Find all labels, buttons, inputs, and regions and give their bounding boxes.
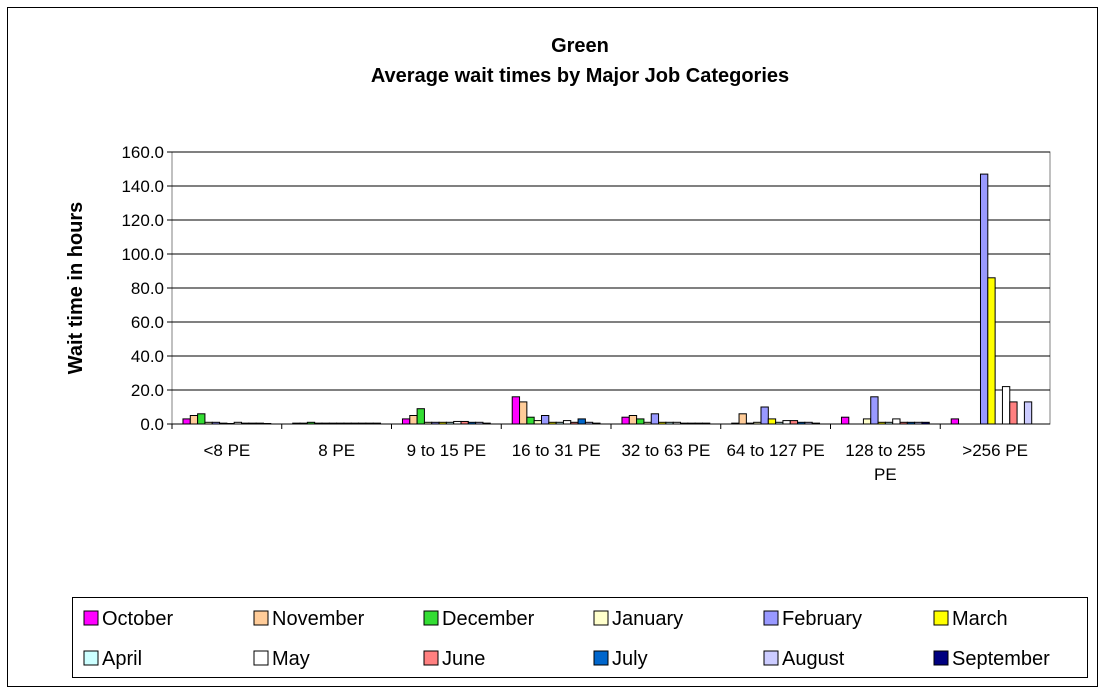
bar: [526, 416, 535, 425]
x-tick-label: 16 to 31 PE: [512, 441, 601, 460]
legend-swatch: [423, 610, 439, 626]
bar: [540, 415, 550, 425]
legend-label: January: [612, 608, 683, 630]
legend-swatch: [83, 610, 99, 626]
bar: [782, 420, 791, 425]
bar: [650, 413, 660, 425]
y-tick-label: 160.0: [121, 143, 164, 162]
bar: [416, 408, 425, 425]
bar: [401, 418, 411, 425]
legend-swatch: [83, 650, 99, 666]
y-tick-label: 100.0: [121, 245, 164, 264]
legend-label: August: [782, 648, 845, 670]
legend-swatch: [933, 650, 949, 666]
legend-swatch: [763, 650, 779, 666]
bar: [189, 415, 199, 425]
legend-label: September: [952, 648, 1050, 670]
bar: [409, 415, 418, 425]
bar: [767, 418, 777, 425]
bar: [533, 420, 542, 425]
bar: [636, 418, 645, 425]
legend-label: November: [272, 608, 365, 630]
bar: [577, 418, 586, 425]
x-tick-label: 32 to 63 PE: [621, 441, 710, 460]
legend-label: December: [442, 608, 535, 630]
x-tick-label: >256 PE: [962, 441, 1028, 460]
bar: [862, 418, 872, 425]
x-tick-label: 9 to 15 PE: [407, 441, 486, 460]
legend-label: April: [102, 648, 142, 670]
bar: [987, 277, 996, 425]
bar: [892, 418, 901, 425]
bar: [789, 420, 799, 425]
x-tick-label: 128 to 255 PE: [845, 441, 925, 484]
bar: [621, 416, 630, 425]
y-tick-label: 40.0: [131, 347, 164, 366]
legend-swatch: [253, 650, 269, 666]
bar: [950, 418, 960, 425]
chart-title: Green: [551, 35, 609, 57]
x-tick-label: <8 PE: [203, 441, 250, 460]
legend-label: June: [442, 648, 485, 670]
x-tick-label: 64 to 127 PE: [726, 441, 824, 460]
y-axis-label: Wait time in hours: [65, 202, 87, 375]
bar: [628, 415, 638, 425]
bar: [182, 418, 191, 425]
chart-subtitle: Average wait times by Major Job Categori…: [371, 65, 789, 87]
y-tick-label: 80.0: [131, 279, 164, 298]
bar: [1001, 386, 1011, 425]
bar: [511, 396, 521, 425]
x-tick-label: 8 PE: [318, 441, 355, 460]
y-tick-label: 60.0: [131, 313, 164, 332]
bar: [840, 416, 850, 425]
legend-label: February: [782, 608, 862, 630]
y-tick-label: 120.0: [121, 211, 164, 230]
bar: [1023, 401, 1033, 425]
y-tick-label: 20.0: [131, 381, 164, 400]
legend-label: July: [612, 648, 648, 670]
y-tick-label: 140.0: [121, 177, 164, 196]
legend-swatch: [253, 610, 269, 626]
legend-box: [72, 597, 1088, 678]
legend-label: May: [272, 648, 310, 670]
bar: [519, 401, 528, 425]
legend-swatch: [763, 610, 779, 626]
bar: [738, 413, 747, 425]
bar: [562, 420, 572, 425]
bar: [1009, 401, 1018, 425]
legend-swatch: [423, 650, 439, 666]
legend-swatch: [933, 610, 949, 626]
legend-swatch: [593, 650, 609, 666]
y-tick-label: 0.0: [140, 415, 164, 434]
bar: [197, 413, 206, 425]
legend-label: March: [952, 608, 1008, 630]
bar: [979, 173, 989, 425]
bar: [870, 396, 879, 425]
bar: [760, 406, 769, 425]
legend-swatch: [593, 610, 609, 626]
legend-label: October: [102, 608, 173, 630]
